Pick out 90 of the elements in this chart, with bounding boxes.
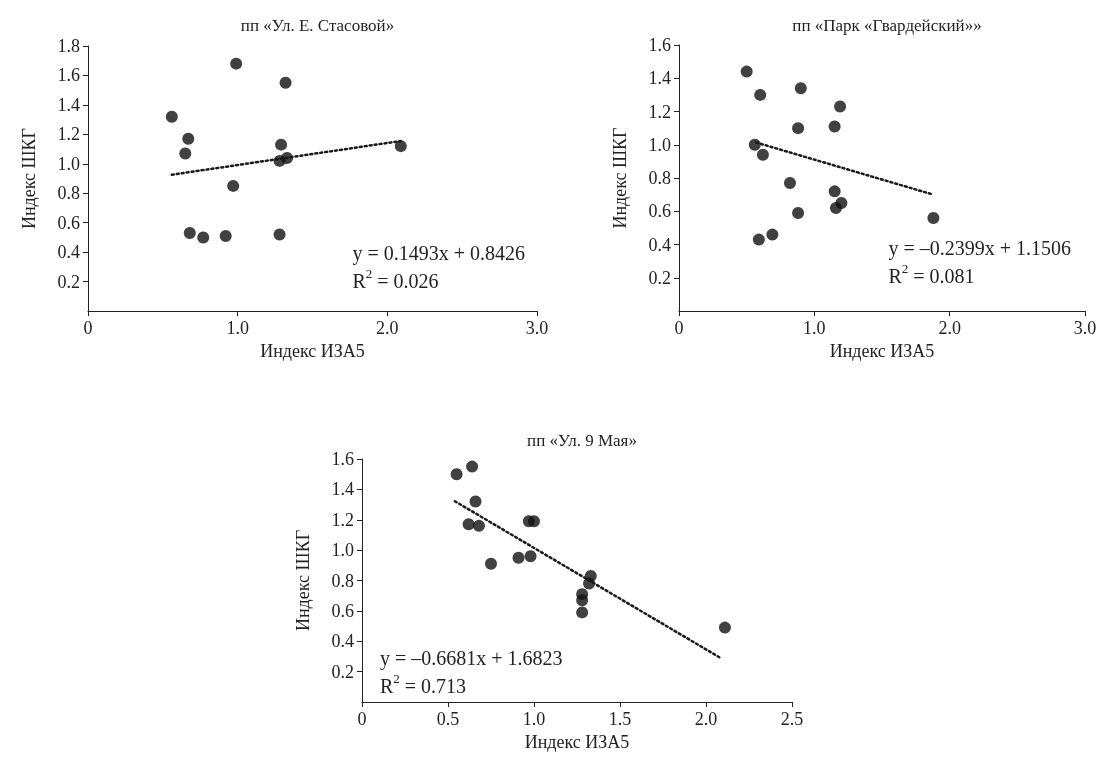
- point: [828, 185, 841, 198]
- x-tick-label: 2.0: [694, 709, 718, 729]
- x-axis-title: Индекс ИЗА5: [524, 731, 630, 752]
- point: [472, 519, 485, 532]
- point: [524, 550, 537, 563]
- point: [927, 211, 940, 224]
- point: [718, 621, 731, 634]
- y-tick-label: 0.4: [57, 242, 80, 263]
- x-tick-label: 0: [674, 318, 684, 339]
- annotation: y = –0.6681x + 1.6823: [380, 647, 563, 670]
- point: [740, 65, 753, 78]
- point: [576, 594, 589, 607]
- y-tick-label: 0.8: [331, 570, 354, 591]
- point: [165, 110, 178, 123]
- annotation: y = 0.1493x + 0.8426: [352, 242, 525, 265]
- point: [828, 120, 841, 133]
- point: [279, 76, 292, 89]
- x-axis-title: Индекс ИЗА5: [260, 341, 365, 361]
- point: [179, 147, 192, 160]
- chart-title: пп «Ул. 9 Мая»: [527, 431, 637, 450]
- x-tick-label: 0: [357, 709, 367, 729]
- y-tick-label: 1.0: [331, 540, 354, 561]
- y-tick-label: 1.2: [648, 101, 671, 122]
- y-axis-title: Индекс ШКГ: [19, 127, 39, 230]
- y-tick-label: 0.4: [331, 631, 354, 652]
- point: [792, 122, 805, 135]
- point: [485, 557, 497, 570]
- point: [219, 229, 232, 242]
- point: [462, 518, 475, 531]
- x-tick-label: 1.0: [522, 709, 546, 729]
- point: [766, 228, 779, 241]
- y-tick-label: 1.0: [648, 134, 671, 155]
- annotation: y = –0.2399x + 1.1506: [888, 237, 1071, 260]
- point: [830, 201, 842, 214]
- y-axis-title: Индекс ШКГ: [610, 127, 630, 229]
- y-tick-label: 0.4: [648, 234, 671, 255]
- y-tick-label: 1.6: [331, 449, 354, 469]
- point: [834, 100, 847, 113]
- x-tick-label: 0.5: [436, 709, 460, 729]
- y-tick-label: 1.4: [648, 68, 671, 89]
- point: [792, 206, 805, 219]
- x-tick-label: 3.0: [525, 318, 549, 339]
- chart-title: пп «Парк «Гвардейский»»: [792, 16, 982, 35]
- x-tick-label: 3.0: [1073, 318, 1097, 339]
- point: [783, 177, 796, 190]
- y-tick-label: 0.6: [57, 212, 80, 233]
- y-tick-label: 1.4: [331, 479, 354, 500]
- chart-title: пп «Ул. Е. Стасовой»: [240, 16, 395, 35]
- point: [576, 606, 589, 619]
- point: [752, 233, 765, 246]
- x-tick-label: 1.0: [803, 318, 826, 339]
- y-tick-label: 1.6: [57, 65, 80, 86]
- point: [466, 460, 479, 473]
- y-tick-label: 0.8: [648, 168, 671, 189]
- y-tick-label: 1.2: [57, 124, 80, 145]
- point: [469, 495, 482, 508]
- point: [230, 57, 243, 70]
- point: [748, 138, 761, 151]
- x-tick-label: 1.0: [226, 318, 249, 339]
- y-tick-label: 0.6: [648, 201, 671, 222]
- y-tick-label: 0.6: [331, 600, 354, 621]
- y-axis-title: Индекс ШКГ: [293, 529, 313, 632]
- y-tick-label: 0.2: [331, 661, 354, 682]
- point: [754, 88, 767, 101]
- y-tick-label: 1.8: [57, 36, 80, 56]
- point: [528, 515, 540, 528]
- point: [512, 551, 525, 564]
- y-tick-label: 1.4: [57, 94, 80, 115]
- y-tick-label: 1.2: [331, 509, 354, 530]
- point: [227, 179, 240, 192]
- x-tick-label: 1.5: [608, 709, 632, 729]
- x-tick-label: 2.0: [938, 318, 961, 339]
- point: [182, 132, 195, 145]
- y-tick-label: 0.2: [57, 271, 80, 292]
- point: [183, 227, 196, 240]
- point: [273, 228, 286, 241]
- point: [275, 138, 288, 151]
- x-tick-label: 2.5: [780, 709, 804, 729]
- y-tick-label: 1.0: [57, 153, 80, 174]
- y-tick-label: 0.2: [648, 267, 671, 288]
- point: [394, 140, 407, 153]
- x-axis-title: Индекс ИЗА5: [829, 341, 935, 361]
- y-tick-label: 0.8: [57, 183, 80, 204]
- x-tick-label: 2.0: [376, 318, 399, 339]
- point: [756, 148, 769, 161]
- y-tick-label: 1.6: [648, 35, 671, 55]
- point: [197, 231, 210, 244]
- point: [794, 82, 807, 95]
- point: [450, 468, 463, 481]
- x-tick-label: 0: [83, 318, 93, 339]
